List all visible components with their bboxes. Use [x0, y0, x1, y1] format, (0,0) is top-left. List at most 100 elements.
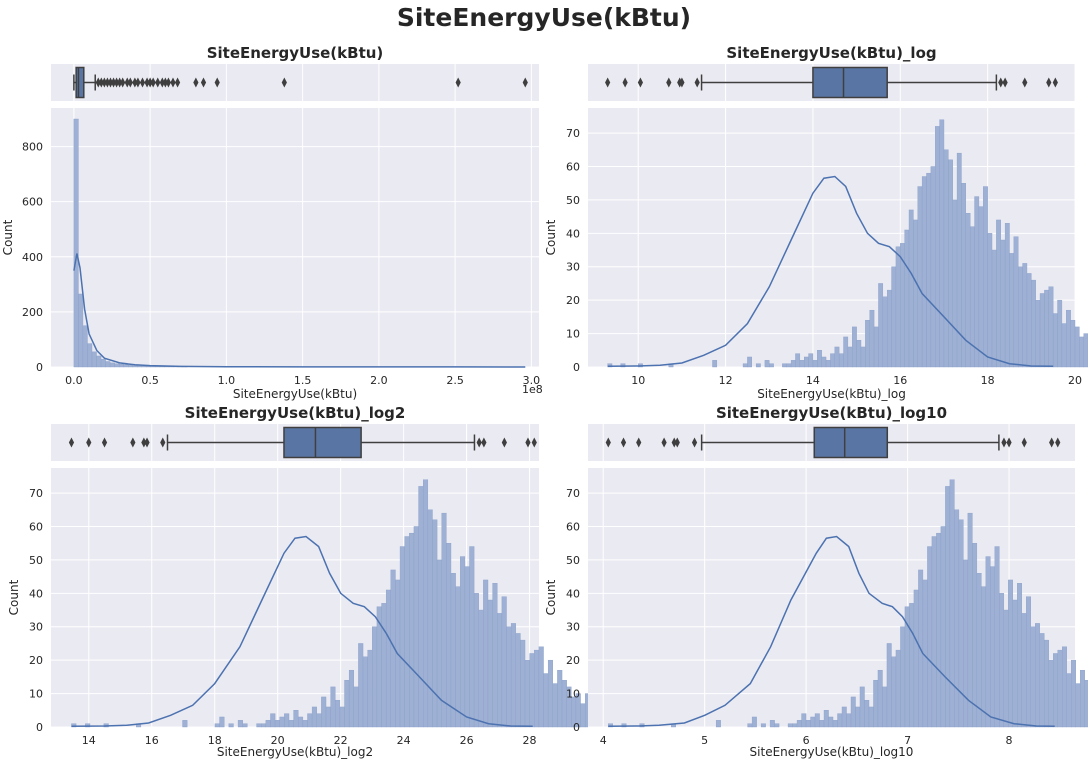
y-tick-label: 60 — [29, 520, 43, 533]
histogram-bar — [976, 573, 982, 728]
histogram-bar — [895, 649, 901, 728]
histogram-bar — [348, 669, 354, 728]
x-tick-label: 1.0 — [218, 374, 236, 387]
histogram-bar — [436, 559, 442, 728]
boxplot-outlier — [691, 437, 698, 448]
histogram-bar — [256, 723, 262, 728]
histogram-bar — [506, 626, 512, 728]
boxplot-outlier — [132, 77, 138, 88]
histogram-bar — [994, 546, 1000, 728]
boxplot-outlier — [531, 437, 537, 448]
x-tick-label: 1.5 — [294, 374, 312, 387]
histogram-bar — [1008, 579, 1014, 728]
boxplot-outlier — [117, 77, 123, 88]
boxplot-outlier — [671, 437, 677, 448]
y-tick-label: 50 — [29, 554, 43, 567]
histogram-bar — [82, 325, 88, 368]
histogram-bar — [85, 723, 91, 728]
boxplot-outlier — [679, 77, 685, 88]
histogram-bar — [908, 209, 914, 368]
y-tick-label: 30 — [566, 621, 580, 634]
histogram-bar — [1070, 320, 1076, 368]
histogram-bar — [1057, 299, 1063, 368]
histogram-bar — [805, 720, 811, 728]
histogram-bar — [790, 360, 796, 368]
y-axis-label: Count — [7, 579, 21, 615]
histogram-bar — [817, 350, 822, 368]
boxplot-outlier — [998, 77, 1004, 88]
subplot-title: SiteEnergyUse(kBtu)_log — [726, 44, 936, 62]
histogram-bar — [1018, 266, 1023, 368]
histogram-bar — [557, 669, 563, 728]
histogram-bar — [891, 656, 897, 728]
histogram-bar — [886, 643, 892, 728]
boxplot-outlier — [525, 437, 531, 448]
histogram-bar — [237, 720, 243, 728]
histogram-bar — [787, 723, 793, 728]
histogram-bar — [945, 486, 951, 728]
histogram-bar — [904, 229, 910, 368]
histogram-panel — [51, 108, 539, 367]
histogram-bar — [855, 706, 861, 728]
histogram-bar — [1083, 333, 1088, 368]
boxplot-outlier — [95, 77, 101, 88]
x-tick-label: 10 — [631, 374, 645, 387]
boxplot-outlier — [281, 77, 287, 88]
histogram-bar — [909, 603, 915, 728]
boxplot-outlier — [481, 437, 487, 448]
x-tick-label: 7 — [904, 734, 911, 747]
histogram-bar — [501, 596, 507, 728]
histogram-bar — [1057, 649, 1063, 728]
histogram-bar — [828, 716, 834, 728]
y-tick-label: 20 — [566, 654, 580, 667]
histogram-bar — [543, 673, 549, 728]
histogram-bar — [1061, 323, 1067, 368]
histogram-bar — [497, 613, 503, 728]
y-tick-label: 200 — [22, 306, 43, 319]
histogram-bar — [1048, 659, 1054, 728]
histogram-bar — [830, 353, 835, 368]
histogram-bar — [367, 649, 373, 728]
histogram-bar — [1021, 613, 1027, 728]
histogram-bar — [755, 363, 761, 368]
histogram-bar — [913, 589, 919, 728]
y-tick-label: 60 — [566, 520, 580, 533]
histogram-bar — [423, 479, 429, 728]
histogram-bar — [274, 720, 280, 728]
histogram-bar — [1053, 653, 1058, 728]
x-tick-label: 24 — [397, 734, 411, 747]
histogram-bar — [381, 603, 387, 728]
histogram-bar — [1022, 263, 1028, 368]
histogram-bar — [1039, 633, 1045, 728]
boxplot-outlier — [159, 77, 165, 88]
histogram-bar — [620, 363, 626, 368]
histogram-bar — [751, 716, 757, 728]
histogram-bar — [978, 206, 984, 368]
histogram-bar — [339, 706, 345, 728]
histogram-bar — [1080, 669, 1085, 728]
y-tick-label: 40 — [29, 587, 43, 600]
histogram-bar — [1071, 659, 1076, 728]
x-tick-label: 4 — [600, 734, 607, 747]
x-tick-label: 14 — [806, 374, 820, 387]
boxplot-outlier — [150, 77, 156, 88]
boxplot-outlier — [666, 77, 672, 88]
histogram-bar — [123, 364, 129, 368]
histogram-bar — [114, 363, 120, 368]
subplot-2: SiteEnergyUse(kBtu)_log 0 10 20 30 40 50 60 70 10… — [544, 44, 1088, 401]
boxplot-outlier — [120, 77, 126, 88]
histogram-bar — [399, 546, 405, 728]
histogram-bar — [1030, 626, 1036, 728]
x-tick-label: 0.0 — [65, 374, 83, 387]
histogram-bar — [105, 361, 111, 368]
histogram-bar — [524, 659, 530, 728]
histogram-bar — [311, 706, 317, 728]
histogram-bar — [478, 609, 484, 728]
histogram-bar — [774, 723, 780, 728]
subplot-title: SiteEnergyUse(kBtu)_log2 — [185, 404, 406, 422]
boxplot-box — [75, 66, 85, 99]
subplot-3: SiteEnergyUse(kBtu)_log20102030405060701… — [7, 404, 808, 759]
boxplot-outlier — [476, 437, 482, 448]
histogram-bar — [1000, 239, 1006, 368]
histogram-bar — [73, 118, 79, 368]
